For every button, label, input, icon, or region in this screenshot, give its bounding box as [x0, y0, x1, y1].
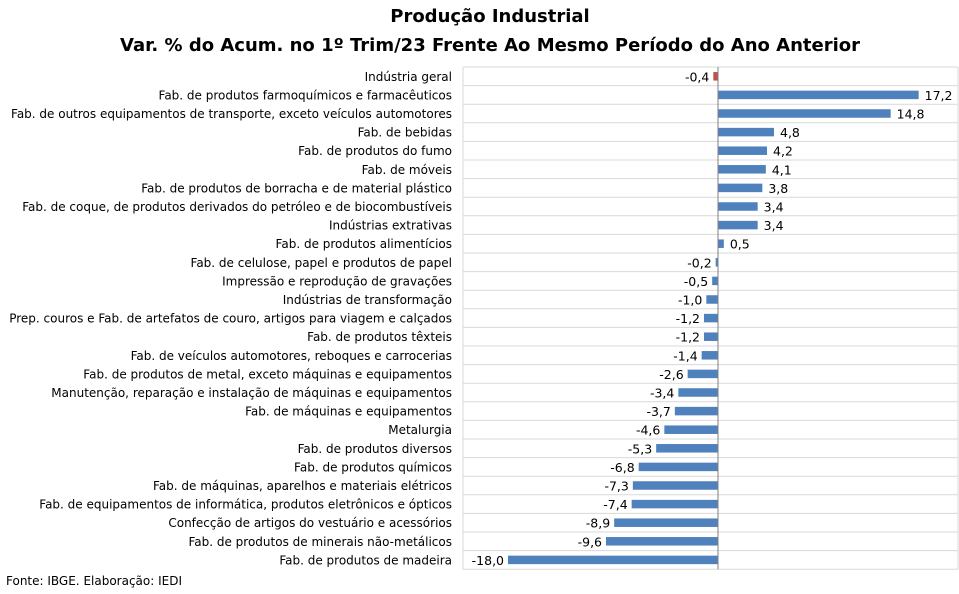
category-label: Fab. de produtos químicos	[294, 460, 452, 474]
data-label: -7,4	[603, 497, 627, 512]
bar	[614, 518, 718, 527]
data-label: -3,4	[650, 386, 674, 401]
category-label: Fab. de máquinas e equipamentos	[245, 405, 452, 419]
category-label: Fab. de produtos do fumo	[298, 144, 452, 158]
source-note: Fonte: IBGE. Elaboração: IEDI	[6, 574, 183, 588]
data-label: 4,1	[772, 162, 792, 177]
data-label: 4,8	[780, 125, 800, 140]
bar	[713, 72, 718, 81]
bar	[706, 295, 718, 304]
category-label: Fab. de celulose, papel e produtos de pa…	[191, 256, 452, 270]
category-label: Manutenção, reparação e instalação de má…	[51, 386, 452, 400]
bar	[678, 388, 718, 397]
bar	[715, 258, 718, 267]
bar	[704, 332, 718, 341]
bar	[718, 109, 891, 118]
data-label: -1,2	[676, 330, 700, 345]
bar	[718, 90, 919, 100]
category-label: Fab. de equipamentos de informática, pro…	[39, 498, 452, 512]
category-label: Fab. de produtos de metal, exceto máquin…	[83, 367, 452, 381]
category-label: Indústrias de transformação	[283, 293, 452, 307]
bar	[718, 220, 758, 230]
data-label: -5,3	[628, 441, 652, 456]
data-label: 4,2	[773, 144, 793, 159]
bar	[508, 555, 718, 565]
bar	[638, 462, 718, 472]
category-label: Fab. de produtos farmoquímicos e farmacê…	[159, 88, 452, 102]
bar	[718, 202, 758, 211]
data-label: -4,6	[636, 423, 660, 438]
data-label: 3,4	[764, 200, 784, 215]
category-label: Prep. couros e Fab. de artefatos de cour…	[9, 312, 452, 326]
category-label: Indústria geral	[365, 70, 452, 84]
category-label: Fab. de produtos alimentícios	[276, 237, 452, 251]
data-label: -9,6	[578, 534, 602, 549]
data-label: -0,2	[687, 255, 711, 270]
chart-title: Produção Industrial	[390, 6, 590, 27]
category-label: Confecção de artigos do vestuário e aces…	[168, 516, 452, 530]
data-label: -18,0	[472, 553, 504, 568]
category-label: Impressão e reprodução de gravações	[222, 274, 452, 288]
data-label: -2,6	[659, 367, 683, 382]
data-label: -1,0	[678, 293, 702, 308]
bar	[718, 183, 763, 193]
data-label: -1,2	[676, 311, 700, 326]
bar	[704, 313, 718, 323]
category-label: Fab. de produtos têxteis	[307, 330, 452, 344]
bar	[712, 276, 718, 286]
bar	[701, 351, 718, 360]
data-label: 3,4	[764, 218, 784, 233]
data-label: -0,5	[684, 274, 708, 289]
bar	[718, 127, 774, 137]
data-label: -1,4	[673, 348, 697, 363]
data-label: -0,4	[685, 69, 709, 84]
bar	[631, 499, 718, 509]
bar	[687, 369, 718, 379]
data-label: -6,8	[610, 460, 634, 475]
category-label: Fab. de produtos diversos	[298, 442, 452, 456]
category-label: Fab. de produtos de minerais não-metálic…	[188, 535, 452, 549]
data-label: -3,7	[646, 404, 670, 419]
bar	[664, 425, 718, 434]
category-label: Fab. de móveis	[362, 163, 452, 177]
category-label: Indústrias extrativas	[329, 219, 452, 233]
bar	[656, 444, 718, 453]
data-label: 17,2	[925, 88, 953, 103]
bar	[718, 165, 766, 174]
bar	[606, 537, 718, 546]
data-label: -7,3	[604, 479, 628, 494]
data-label: 3,8	[768, 181, 788, 196]
category-label: Fab. de produtos de madeira	[279, 553, 452, 567]
category-label: Fab. de bebidas	[358, 126, 452, 140]
category-label: Fab. de coque, de produtos derivados do …	[22, 200, 452, 214]
data-label: 14,8	[897, 107, 925, 122]
category-label: Fab. de outros equipamentos de transport…	[11, 107, 452, 121]
bar	[632, 481, 718, 490]
category-label: Fab. de máquinas, aparelhos e materiais …	[153, 479, 452, 493]
bar	[718, 146, 767, 155]
category-label: Metalurgia	[388, 423, 452, 437]
category-label: Fab. de produtos de borracha e de materi…	[141, 181, 452, 195]
data-label: -8,9	[586, 516, 610, 531]
data-label: 0,5	[730, 237, 750, 252]
chart-subtitle: Var. % do Acum. no 1º Trim/23 Frente Ao …	[120, 35, 860, 56]
bar	[718, 239, 724, 248]
category-label: Fab. de veículos automotores, reboques e…	[131, 349, 452, 363]
bar	[674, 406, 718, 416]
